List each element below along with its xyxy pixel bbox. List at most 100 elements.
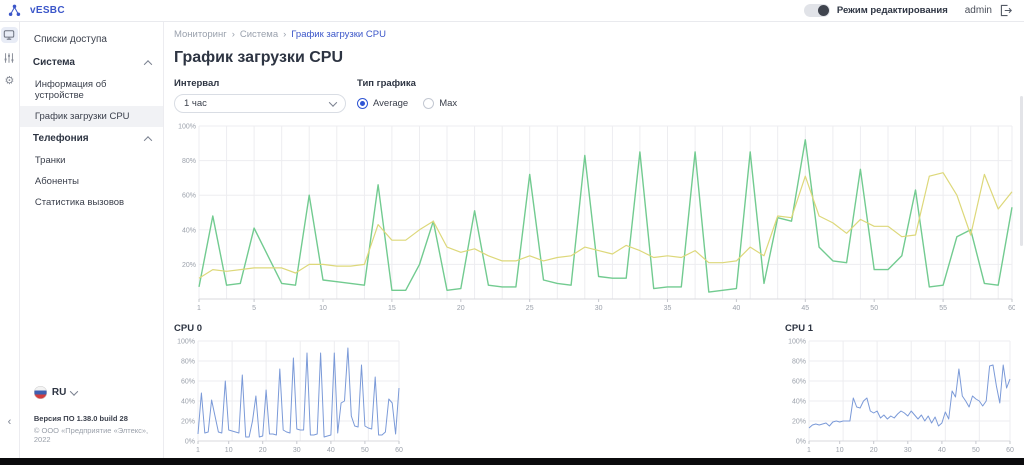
- breadcrumb-separator: ›: [283, 29, 287, 40]
- sidebar-item-label: Списки доступа: [33, 34, 107, 45]
- svg-text:60%: 60%: [182, 193, 196, 200]
- chart-type-radios: Average Max: [357, 94, 457, 113]
- breadcrumb-cpu-load-chart[interactable]: График загрузки CPU: [291, 29, 386, 40]
- bottom-black-strip: [0, 458, 1024, 465]
- sidebar-item-label: Транки: [34, 155, 66, 166]
- breadcrumb-separator: ›: [231, 29, 235, 40]
- page-title: График загрузки CPU: [174, 49, 343, 66]
- svg-text:1: 1: [196, 447, 200, 454]
- chart-type-control: Тип графика Average Max: [357, 78, 457, 113]
- cpu1-chart: 0% 20% 40% 60% 80% 100% 1 10 20 30 40 50 60: [785, 337, 1015, 455]
- svg-text:40%: 40%: [181, 399, 195, 406]
- language-code: RU: [51, 387, 67, 398]
- svg-text:55: 55: [939, 305, 947, 312]
- svg-text:20%: 20%: [181, 419, 195, 426]
- svg-text:100%: 100%: [178, 124, 196, 131]
- sidebar-item-access-lists[interactable]: Списки доступа: [20, 28, 163, 51]
- svg-text:45: 45: [801, 305, 809, 312]
- interval-select[interactable]: 1 час: [174, 94, 346, 113]
- sidebar-collapse-icon[interactable]: ‹: [7, 416, 12, 428]
- svg-text:40: 40: [733, 305, 741, 312]
- interval-value: 1 час: [184, 98, 207, 109]
- breadcrumb-monitoring[interactable]: Мониторинг: [174, 29, 227, 40]
- svg-text:20: 20: [259, 447, 267, 454]
- svg-text:0%: 0%: [185, 439, 195, 446]
- breadcrumb-system[interactable]: Система: [239, 29, 279, 40]
- sidebar-item-cpu-load-chart[interactable]: График загрузки CPU: [19, 106, 163, 127]
- radio-max-label: Max: [439, 98, 458, 109]
- svg-text:80%: 80%: [182, 158, 196, 165]
- radio-max[interactable]: Max: [423, 98, 457, 109]
- content-area: Мониторинг › Система › График загрузки C…: [164, 22, 1024, 458]
- svg-text:60: 60: [1006, 447, 1014, 454]
- chevron-down-icon: [328, 97, 338, 107]
- cpu-load-main-chart: 20% 40% 60% 80% 100% 1 5 10 15 20 25 30 35 40 45 50 55 60: [174, 121, 1016, 313]
- icon-rail: ⚙ ‹: [0, 22, 20, 458]
- cpu0-block: CPU 0 0% 20% 40% 60% 80% 100% 1 10 20 30 40 50 60: [174, 323, 404, 455]
- edit-mode-toggle[interactable]: [803, 4, 830, 17]
- monitoring-monitor-icon[interactable]: [0, 27, 18, 43]
- svg-text:20: 20: [870, 447, 878, 454]
- per-core-charts-row: CPU 0 0% 20% 40% 60% 80% 100% 1 10 20 30 40 50 60 CP…: [174, 323, 1015, 455]
- breadcrumb: Мониторинг › Система › График загрузки C…: [174, 29, 1015, 40]
- svg-text:1: 1: [807, 447, 811, 454]
- sidebar-section-label: Система: [32, 57, 75, 68]
- svg-text:5: 5: [252, 305, 256, 312]
- toggle-knob: [817, 5, 829, 16]
- radio-unselected-icon: [423, 98, 435, 109]
- cpu0-title: CPU 0: [174, 323, 202, 334]
- svg-text:15: 15: [388, 305, 396, 312]
- interval-label: Интервал: [174, 78, 220, 89]
- svg-text:60%: 60%: [181, 379, 195, 386]
- settings-gear-icon[interactable]: ⚙: [4, 74, 15, 87]
- svg-text:30: 30: [293, 447, 301, 454]
- svg-text:50: 50: [870, 305, 878, 312]
- svg-text:100%: 100%: [788, 339, 806, 346]
- logout-icon[interactable]: [999, 4, 1012, 17]
- svg-text:0%: 0%: [796, 439, 806, 446]
- ru-flag-icon: [33, 386, 47, 399]
- scrollbar-thumb[interactable]: [1020, 96, 1023, 246]
- brand: vESBC: [8, 4, 65, 17]
- chart-type-label: Тип графика: [357, 78, 416, 89]
- chart-controls: Интервал 1 час Тип графика Average: [174, 78, 1015, 113]
- edit-mode-label: Режим редактирования: [836, 5, 948, 16]
- sidebar-item-call-statistics[interactable]: Статистика вызовов: [20, 192, 163, 213]
- chevron-up-icon: [143, 59, 153, 69]
- svg-text:50: 50: [361, 447, 369, 454]
- svg-text:40%: 40%: [182, 227, 196, 234]
- main-layout: ⚙ ‹ Списки доступа Система Информация об…: [0, 22, 1024, 458]
- svg-text:100%: 100%: [177, 339, 195, 346]
- cpu1-title: CPU 1: [785, 323, 813, 334]
- svg-text:30: 30: [595, 305, 603, 312]
- svg-text:60%: 60%: [792, 379, 806, 386]
- sidebar-item-label: Статистика вызовов: [34, 197, 125, 208]
- sidebar-item-subscribers[interactable]: Абоненты: [20, 171, 163, 192]
- svg-text:10: 10: [225, 447, 233, 454]
- svg-text:40: 40: [327, 447, 335, 454]
- sidebar-section-telephony[interactable]: Телефония: [20, 127, 163, 150]
- sidebar: Списки доступа Система Информация об уст…: [19, 22, 164, 458]
- svg-text:50: 50: [972, 447, 980, 454]
- svg-text:40%: 40%: [792, 399, 806, 406]
- svg-text:20%: 20%: [792, 419, 806, 426]
- sidebar-item-trunks[interactable]: Транки: [20, 150, 163, 171]
- svg-text:10: 10: [836, 447, 844, 454]
- radio-average-label: Average: [373, 98, 409, 109]
- svg-text:35: 35: [664, 305, 672, 312]
- language-selector[interactable]: RU: [33, 386, 157, 399]
- sidebar-footer: RU Версия ПО 1.38.0 build 28 © ООО «Пред…: [33, 386, 157, 444]
- svg-text:60: 60: [395, 447, 403, 454]
- version-text: Версия ПО 1.38.0 build 28: [33, 414, 128, 423]
- sliders-icon[interactable]: [1, 50, 18, 66]
- sidebar-section-system[interactable]: Система: [20, 51, 163, 74]
- sidebar-item-device-info[interactable]: Информация об устройстве: [20, 74, 163, 106]
- copyright-text: © ООО «Предприятие «Элтекс», 2022: [33, 426, 149, 444]
- svg-text:20: 20: [457, 305, 465, 312]
- svg-text:10: 10: [319, 305, 327, 312]
- chevron-down-icon: [70, 386, 79, 396]
- radio-average[interactable]: Average: [357, 98, 408, 109]
- cpu1-block: CPU 1 0% 20% 40% 60% 80% 100% 1 10 20 30 40 50 60: [785, 323, 1015, 455]
- sidebar-section-label: Телефония: [32, 133, 89, 144]
